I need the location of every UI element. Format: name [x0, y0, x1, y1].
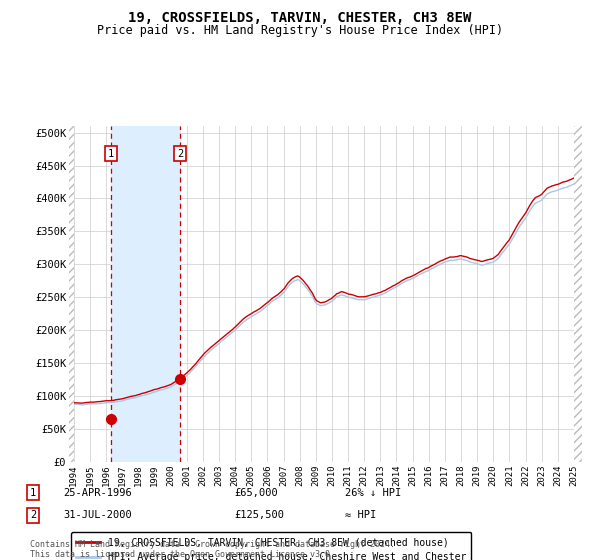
Text: £125,500: £125,500	[234, 510, 284, 520]
Text: 26% ↓ HPI: 26% ↓ HPI	[345, 488, 401, 498]
Text: £65,000: £65,000	[234, 488, 278, 498]
Text: 2: 2	[177, 148, 183, 158]
Text: Contains HM Land Registry data © Crown copyright and database right 2024.
This d: Contains HM Land Registry data © Crown c…	[30, 540, 395, 559]
Text: Price paid vs. HM Land Registry's House Price Index (HPI): Price paid vs. HM Land Registry's House …	[97, 24, 503, 36]
Text: ≈ HPI: ≈ HPI	[345, 510, 376, 520]
Legend: 19, CROSSFIELDS, TARVIN, CHESTER, CH3 8EW (detached house), HPI: Average price, : 19, CROSSFIELDS, TARVIN, CHESTER, CH3 8E…	[71, 533, 472, 560]
Text: 2: 2	[30, 510, 36, 520]
Bar	[111, 126, 180, 462]
Text: 1: 1	[108, 148, 114, 158]
Bar	[69, 126, 74, 462]
Bar	[574, 126, 582, 462]
Text: 1: 1	[30, 488, 36, 498]
Text: 19, CROSSFIELDS, TARVIN, CHESTER, CH3 8EW: 19, CROSSFIELDS, TARVIN, CHESTER, CH3 8E…	[128, 11, 472, 25]
Text: 31-JUL-2000: 31-JUL-2000	[63, 510, 132, 520]
Text: 25-APR-1996: 25-APR-1996	[63, 488, 132, 498]
